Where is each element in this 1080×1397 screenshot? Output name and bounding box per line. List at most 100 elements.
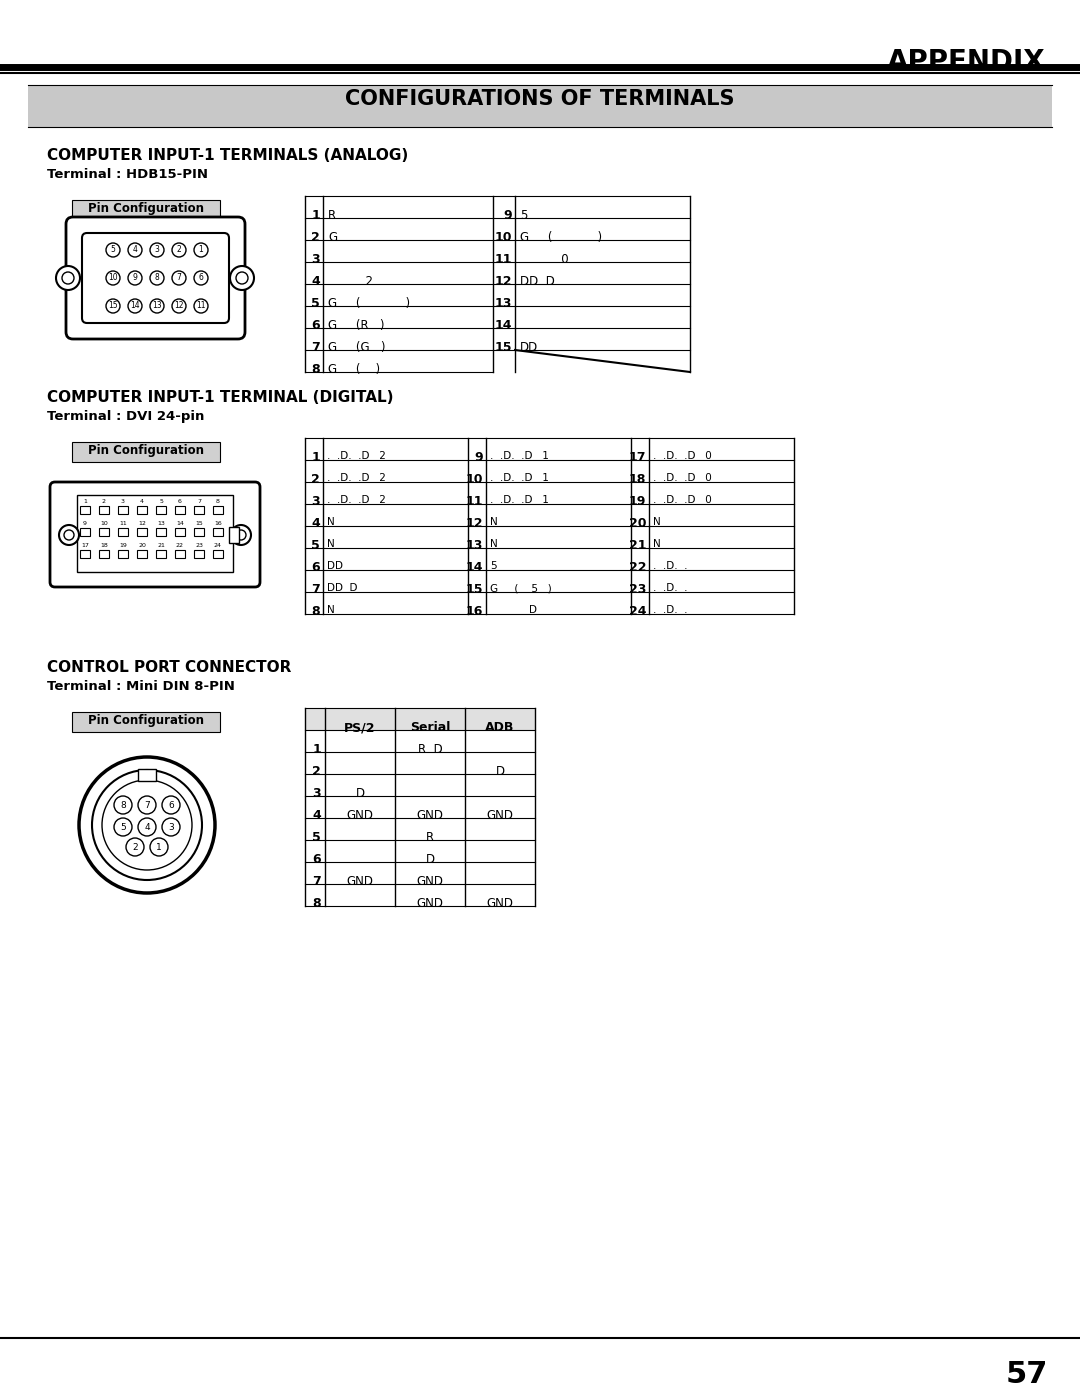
Text: 12: 12 bbox=[465, 517, 483, 531]
Text: 13: 13 bbox=[152, 302, 162, 310]
Text: 15: 15 bbox=[195, 521, 203, 527]
Bar bbox=[175, 506, 185, 514]
Bar bbox=[28, 85, 1052, 127]
Circle shape bbox=[129, 243, 141, 257]
Text: CONFIGURATIONS OF TERMINALS: CONFIGURATIONS OF TERMINALS bbox=[346, 89, 734, 109]
Text: N: N bbox=[653, 539, 661, 549]
Text: GND: GND bbox=[347, 875, 374, 888]
Text: 23: 23 bbox=[195, 543, 203, 548]
Text: D: D bbox=[490, 605, 537, 615]
Text: 5: 5 bbox=[120, 823, 126, 831]
Bar bbox=[137, 528, 147, 536]
Circle shape bbox=[150, 838, 168, 856]
Circle shape bbox=[172, 271, 186, 285]
Text: 2: 2 bbox=[311, 231, 320, 244]
Text: 6: 6 bbox=[199, 274, 203, 282]
Text: GND: GND bbox=[417, 875, 444, 888]
Text: DD: DD bbox=[519, 341, 538, 355]
Text: ADB: ADB bbox=[485, 721, 515, 735]
Circle shape bbox=[150, 243, 164, 257]
Text: CONTROL PORT CONNECTOR: CONTROL PORT CONNECTOR bbox=[48, 659, 292, 675]
Bar bbox=[138, 768, 156, 781]
Circle shape bbox=[172, 299, 186, 313]
Text: 11: 11 bbox=[465, 495, 483, 509]
Bar bbox=[99, 550, 109, 557]
Text: 7: 7 bbox=[312, 875, 321, 888]
Text: .  .D.  .D   0: . .D. .D 0 bbox=[653, 474, 712, 483]
Circle shape bbox=[106, 243, 120, 257]
Circle shape bbox=[114, 819, 132, 835]
Text: 1: 1 bbox=[311, 451, 320, 464]
Text: N: N bbox=[327, 517, 335, 527]
Bar bbox=[99, 506, 109, 514]
Text: 3: 3 bbox=[312, 787, 321, 800]
FancyBboxPatch shape bbox=[50, 482, 260, 587]
Text: 11: 11 bbox=[119, 521, 126, 527]
Bar bbox=[194, 550, 204, 557]
Text: .  .D.  .: . .D. . bbox=[653, 562, 688, 571]
Circle shape bbox=[162, 819, 180, 835]
Text: 3: 3 bbox=[311, 253, 320, 267]
Text: 5: 5 bbox=[519, 210, 527, 222]
Text: Terminal : Mini DIN 8-PIN: Terminal : Mini DIN 8-PIN bbox=[48, 680, 234, 693]
Text: DD  D: DD D bbox=[327, 583, 357, 594]
Text: .  .D.  .D   2: . .D. .D 2 bbox=[327, 451, 386, 461]
Text: N: N bbox=[327, 539, 335, 549]
Text: 7: 7 bbox=[176, 274, 181, 282]
Circle shape bbox=[230, 265, 254, 291]
Circle shape bbox=[237, 272, 248, 284]
Bar bbox=[156, 528, 166, 536]
Text: 14: 14 bbox=[131, 302, 139, 310]
Bar bbox=[213, 506, 222, 514]
Text: 10: 10 bbox=[465, 474, 483, 486]
Circle shape bbox=[172, 243, 186, 257]
Text: 1: 1 bbox=[312, 743, 321, 756]
Circle shape bbox=[102, 780, 192, 870]
Text: 23: 23 bbox=[629, 583, 646, 597]
Text: .  .D.  .D   0: . .D. .D 0 bbox=[653, 451, 712, 461]
Text: 7: 7 bbox=[144, 800, 150, 809]
Text: .  .D.  .D   2: . .D. .D 2 bbox=[327, 474, 386, 483]
Text: 4: 4 bbox=[312, 809, 321, 823]
Text: 12: 12 bbox=[495, 275, 512, 288]
Bar bbox=[118, 550, 129, 557]
Text: Terminal : HDB15-PIN: Terminal : HDB15-PIN bbox=[48, 168, 208, 182]
Text: 12: 12 bbox=[138, 521, 146, 527]
Text: 9: 9 bbox=[474, 451, 483, 464]
Text: 8: 8 bbox=[311, 605, 320, 619]
Text: G     (    5   ): G ( 5 ) bbox=[490, 583, 552, 594]
Text: 20: 20 bbox=[138, 543, 146, 548]
Text: 16: 16 bbox=[214, 521, 221, 527]
Bar bbox=[305, 708, 535, 731]
Text: GND: GND bbox=[486, 897, 513, 911]
Text: GND: GND bbox=[347, 809, 374, 823]
Text: 21: 21 bbox=[629, 539, 646, 552]
Text: 21: 21 bbox=[157, 543, 165, 548]
Bar bbox=[80, 506, 90, 514]
Text: 4: 4 bbox=[140, 499, 144, 504]
Text: R: R bbox=[426, 831, 434, 844]
Text: .  .D.  .D   0: . .D. .D 0 bbox=[653, 495, 712, 506]
Bar bbox=[72, 712, 220, 732]
Text: N: N bbox=[490, 539, 498, 549]
Text: 4: 4 bbox=[145, 823, 150, 831]
Circle shape bbox=[79, 757, 215, 893]
Circle shape bbox=[62, 272, 75, 284]
Text: Terminal : DVI 24-pin: Terminal : DVI 24-pin bbox=[48, 409, 204, 423]
FancyBboxPatch shape bbox=[66, 217, 245, 339]
Text: 24: 24 bbox=[214, 543, 222, 548]
Text: .  .D.  .: . .D. . bbox=[653, 605, 688, 615]
Text: N: N bbox=[327, 605, 335, 615]
Text: 0: 0 bbox=[519, 253, 569, 267]
Text: 22: 22 bbox=[629, 562, 646, 574]
Text: 6: 6 bbox=[178, 499, 181, 504]
Text: G     (     .     .): G ( . .) bbox=[328, 298, 410, 310]
Text: 7: 7 bbox=[311, 341, 320, 355]
Text: G     (G   ): G (G ) bbox=[328, 341, 386, 355]
Circle shape bbox=[59, 525, 79, 545]
Text: 18: 18 bbox=[629, 474, 646, 486]
Circle shape bbox=[114, 796, 132, 814]
Text: N: N bbox=[490, 517, 498, 527]
Text: .  .D.  .D   2: . .D. .D 2 bbox=[327, 495, 386, 506]
Circle shape bbox=[64, 529, 75, 541]
